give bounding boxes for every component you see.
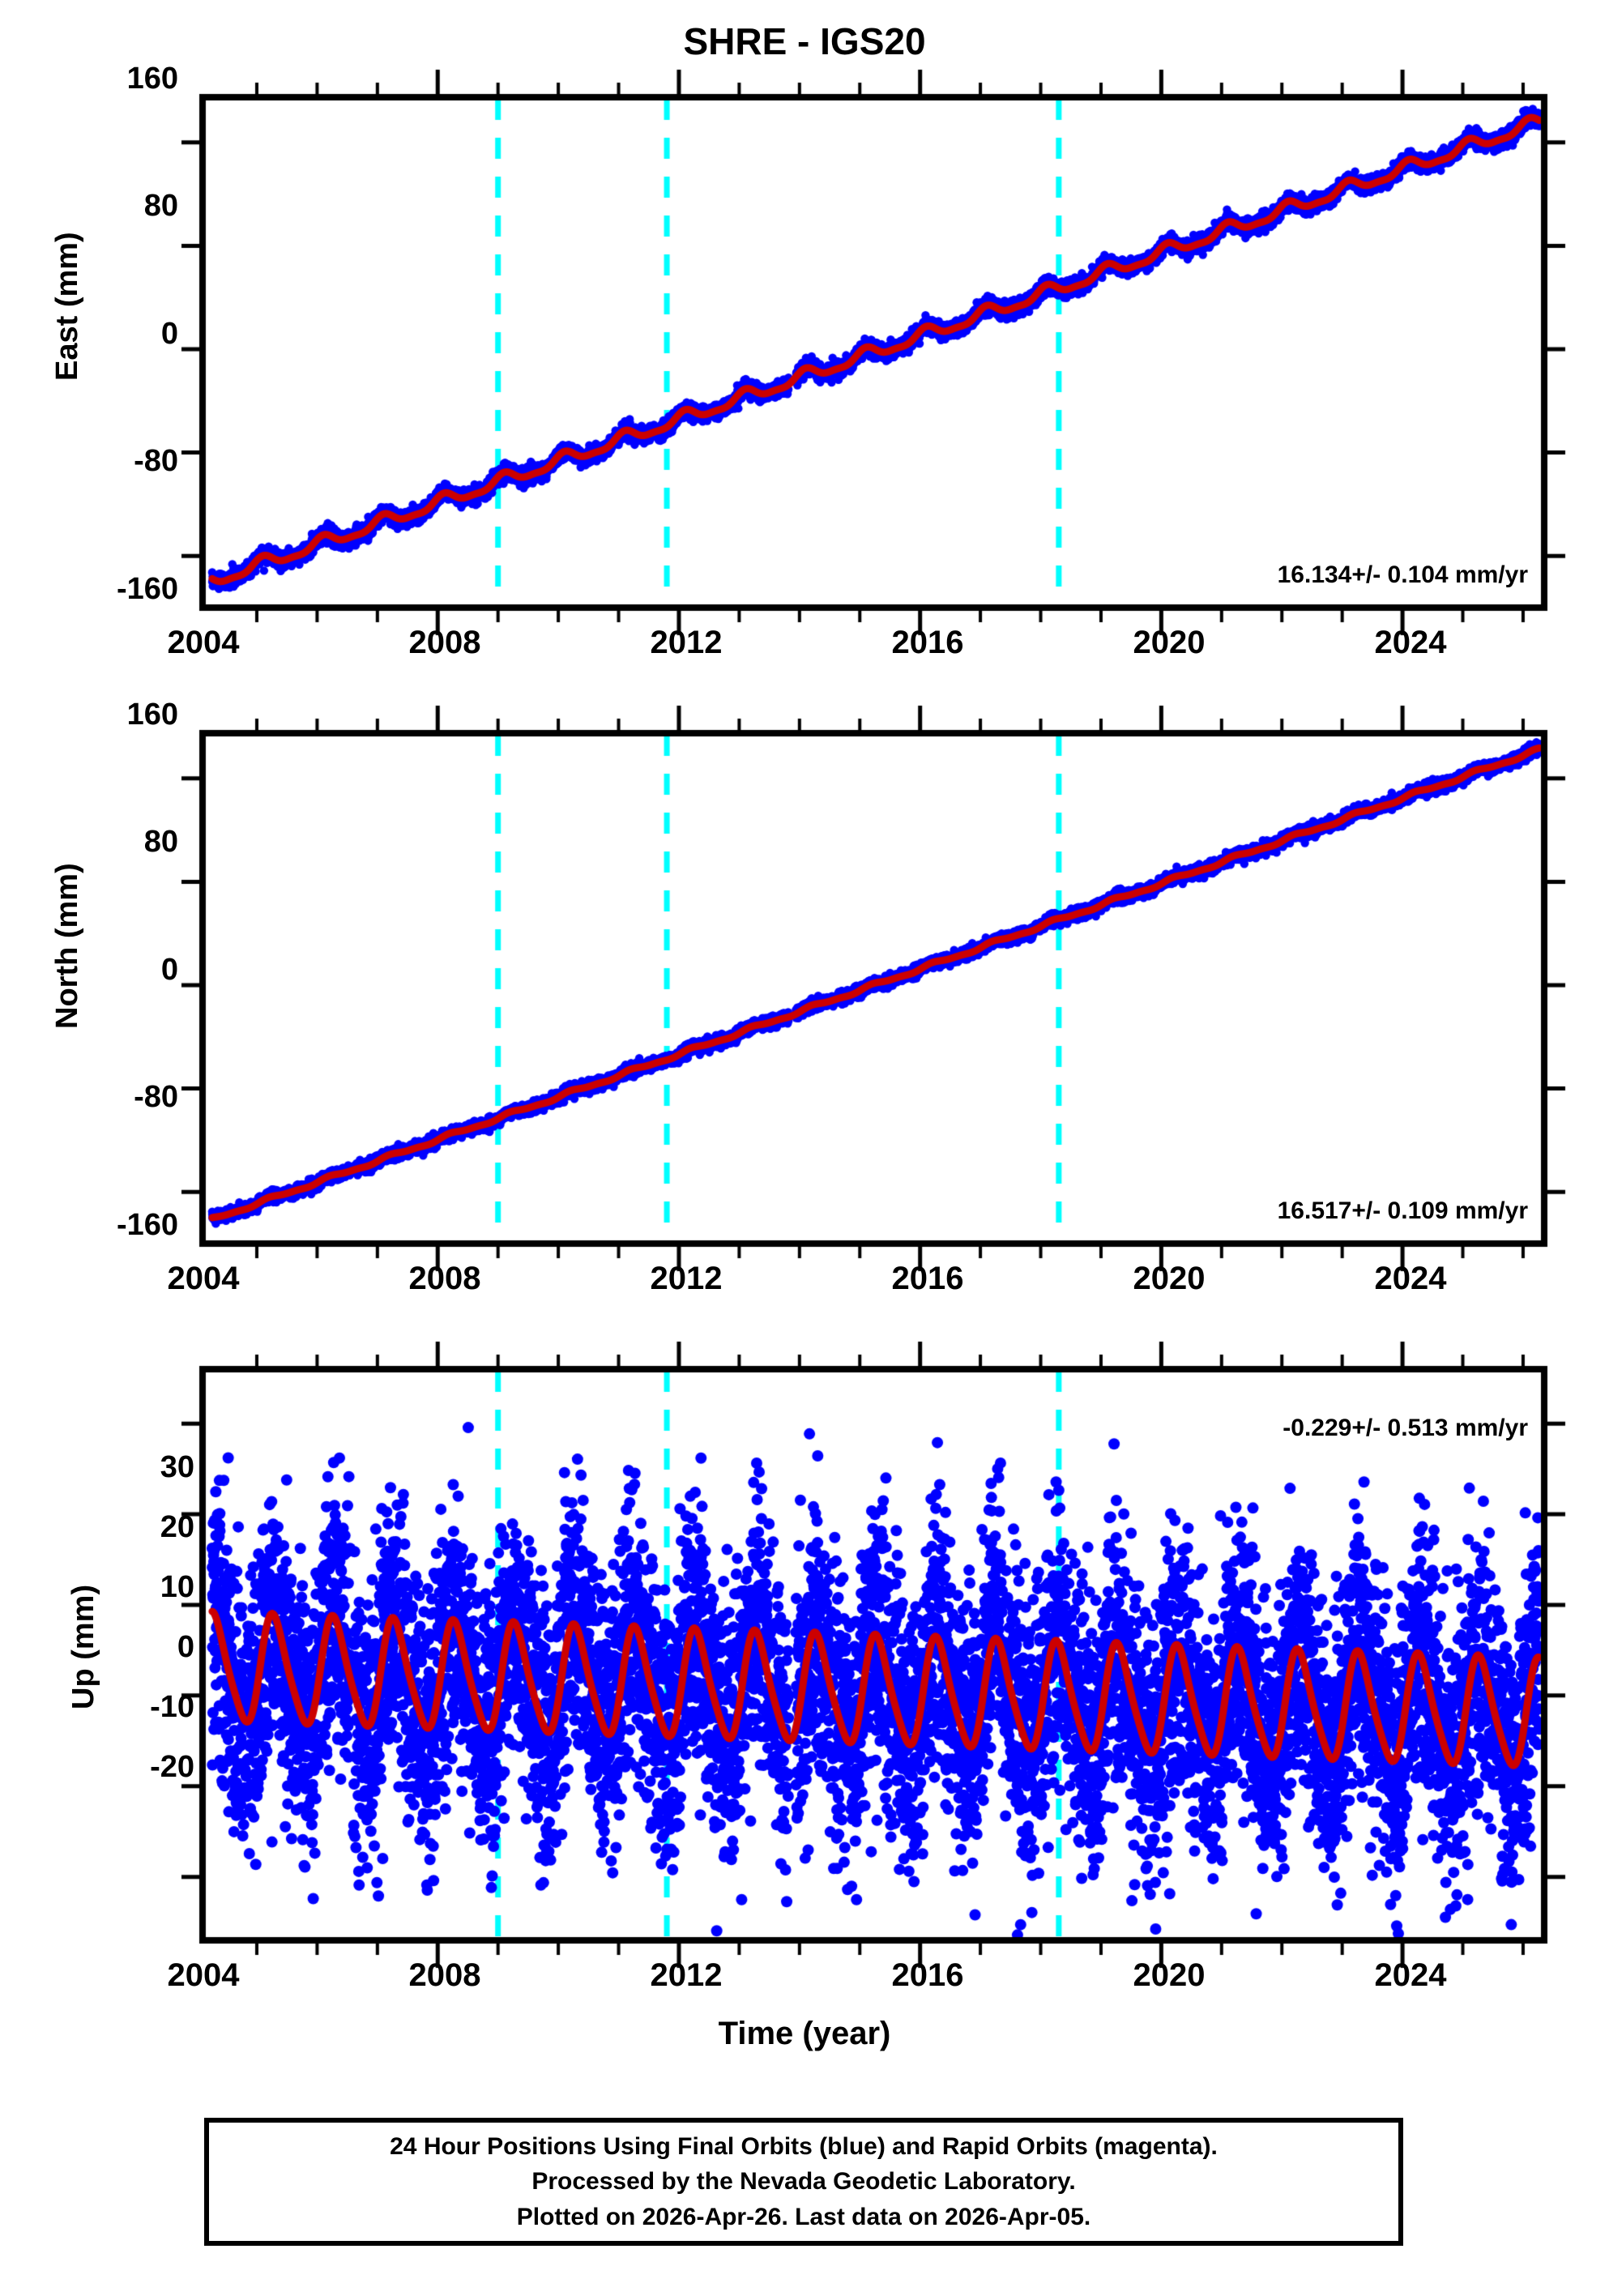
north-ytick-neg160: -160 (116, 1208, 178, 1242)
east-xtick-2008: 2008 (408, 625, 481, 660)
north-rate-annotation: 16.517+/- 0.109 mm/yr (1277, 1197, 1528, 1224)
footer-caption-box: 24 Hour Positions Using Final Orbits (bl… (204, 2118, 1403, 2246)
footer-line-3: Plotted on 2026-Apr-26. Last data on 202… (516, 2203, 1091, 2230)
up-xtick-2012: 2012 (650, 1957, 723, 1993)
north-xtick-2004: 2004 (167, 1261, 240, 1296)
east-ytick-neg80: -80 (134, 444, 178, 478)
up-rate-annotation: -0.229+/- 0.513 mm/yr (1283, 1415, 1528, 1441)
north-ytick-0: 0 (160, 953, 178, 987)
up-xtick-2004: 2004 (167, 1957, 240, 1993)
x-axis-label: Time (year) (718, 2016, 891, 2051)
north-ytick-160: 160 (126, 698, 178, 732)
east-xtick-2004: 2004 (167, 625, 240, 660)
page-title: SHRE - IGS20 (683, 20, 926, 62)
up-ytick-0: 0 (177, 1630, 194, 1664)
east-ytick-neg160: -160 (116, 572, 178, 606)
up-ytick-neg20: -20 (150, 1750, 194, 1784)
east-ytick-0: 0 (160, 317, 178, 351)
east-ytick-80: 80 (143, 189, 178, 223)
east-axis-label: East (mm) (50, 232, 84, 381)
up-xtick-2024: 2024 (1374, 1957, 1447, 1993)
north-xtick-2008: 2008 (408, 1261, 481, 1296)
east-xtick-2016: 2016 (891, 625, 964, 660)
east-xtick-2024: 2024 (1374, 625, 1447, 660)
north-axis-label: North (mm) (50, 863, 84, 1029)
north-xtick-2016: 2016 (891, 1261, 964, 1296)
footer-line-1: 24 Hour Positions Using Final Orbits (bl… (390, 2132, 1218, 2160)
north-xtick-2020: 2020 (1133, 1261, 1206, 1296)
east-xtick-2012: 2012 (650, 625, 723, 660)
up-ytick-30: 30 (160, 1450, 194, 1484)
north-xtick-2024: 2024 (1374, 1261, 1447, 1296)
up-xtick-2020: 2020 (1133, 1957, 1206, 1993)
up-ytick-neg10: -10 (150, 1690, 194, 1724)
north-ytick-neg80: -80 (134, 1080, 178, 1114)
up-xtick-2008: 2008 (408, 1957, 481, 1993)
footer-line-2: Processed by the Nevada Geodetic Laborat… (531, 2168, 1076, 2196)
north-xtick-2012: 2012 (650, 1261, 723, 1296)
east-rate-annotation: 16.134+/- 0.104 mm/yr (1277, 561, 1528, 588)
east-ytick-160: 160 (126, 62, 178, 96)
up-ytick-20: 20 (160, 1510, 194, 1544)
north-ytick-80: 80 (143, 825, 178, 859)
east-xtick-2020: 2020 (1133, 625, 1206, 660)
up-ytick-10: 10 (160, 1570, 194, 1604)
up-xtick-2016: 2016 (891, 1957, 964, 1993)
